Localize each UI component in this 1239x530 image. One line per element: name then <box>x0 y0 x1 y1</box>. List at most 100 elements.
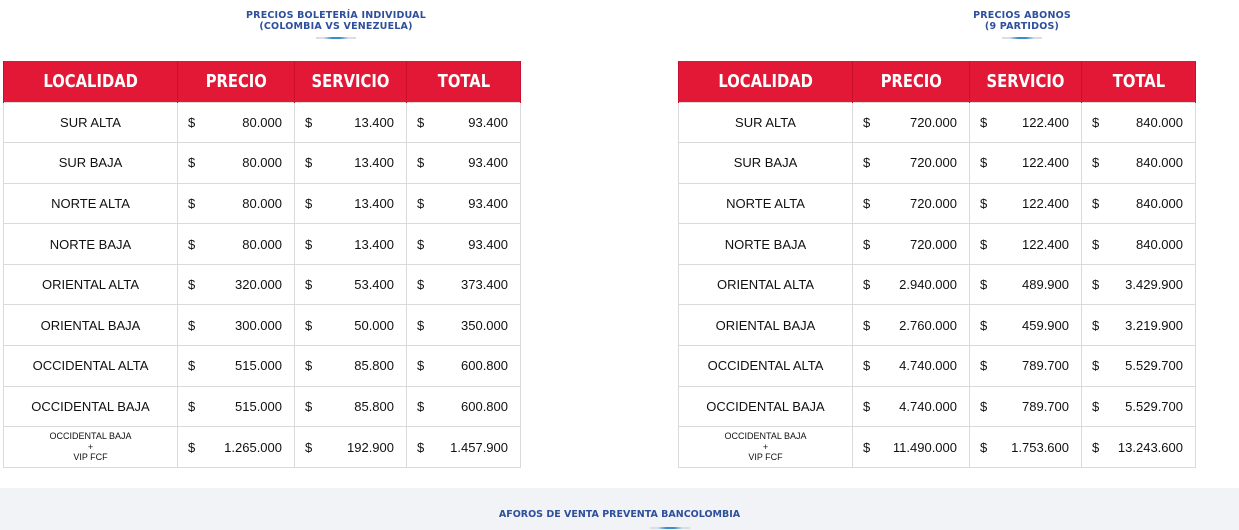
localidad-line: VIP FCF <box>73 452 108 463</box>
currency-symbol: $ <box>980 236 988 252</box>
table-row: NORTE BAJA $80.000 $13.400 $93.400 <box>3 223 521 265</box>
precio-value: 4.740.000 <box>899 398 957 414</box>
currency-symbol: $ <box>1092 236 1100 252</box>
currency-symbol: $ <box>1092 439 1100 455</box>
header-total: TOTAL <box>1081 61 1196 102</box>
table-row: NORTE ALTA $720.000 $122.400 $840.000 <box>678 182 1196 225</box>
cell-servicio: $85.800 <box>294 385 407 428</box>
servicio-value: 122.400 <box>1022 155 1069 171</box>
cell-precio: $80.000 <box>177 101 295 144</box>
cell-localidad: OCCIDENTAL BAJA <box>3 385 178 428</box>
servicio-value: 122.400 <box>1022 195 1069 211</box>
currency-symbol: $ <box>980 195 988 211</box>
individual-prices-title: PRECIOS BOLETERÍA INDIVIDUAL (COLOMBIA V… <box>3 10 669 39</box>
cell-precio: $720.000 <box>852 223 970 265</box>
cell-precio: $720.000 <box>852 142 970 184</box>
currency-symbol: $ <box>305 195 313 211</box>
cell-precio: $80.000 <box>177 223 295 265</box>
currency-symbol: $ <box>305 439 313 455</box>
cell-precio: $2.760.000 <box>852 304 970 347</box>
cell-servicio: $13.400 <box>294 142 407 184</box>
header-servicio: SERVICIO <box>294 61 407 102</box>
cell-precio: $720.000 <box>852 101 970 144</box>
cell-servicio: $13.400 <box>294 223 407 265</box>
precio-value: 2.940.000 <box>899 277 957 293</box>
currency-symbol: $ <box>305 398 313 414</box>
cell-servicio: $122.400 <box>969 101 1082 144</box>
precio-value: 80.000 <box>242 114 282 130</box>
cell-precio: $515.000 <box>177 345 295 387</box>
precio-value: 720.000 <box>910 155 957 171</box>
servicio-value: 122.400 <box>1022 114 1069 130</box>
total-value: 840.000 <box>1136 155 1183 171</box>
currency-symbol: $ <box>1092 114 1100 130</box>
currency-symbol: $ <box>417 277 425 293</box>
currency-symbol: $ <box>1092 358 1100 374</box>
precio-value: 1.265.000 <box>224 439 282 455</box>
cell-localidad: SUR ALTA <box>678 101 853 144</box>
cell-total: $5.529.700 <box>1081 345 1196 387</box>
total-value: 350.000 <box>461 317 508 333</box>
precio-value: 300.000 <box>235 317 282 333</box>
cell-localidad: NORTE BAJA <box>3 223 178 265</box>
currency-symbol: $ <box>188 195 196 211</box>
currency-symbol: $ <box>305 236 313 252</box>
currency-symbol: $ <box>980 439 988 455</box>
cell-localidad: NORTE BAJA <box>678 223 853 265</box>
table-row: OCCIDENTAL ALTA $4.740.000 $789.700 $5.529.… <box>678 345 1196 387</box>
table-row: SUR ALTA $80.000 $13.400 $93.400 <box>3 101 521 144</box>
currency-symbol: $ <box>863 236 871 252</box>
cell-localidad: OCCIDENTAL ALTA <box>3 345 178 387</box>
localidad-line: OCCIDENTAL BAJA <box>724 431 807 442</box>
cell-total: $350.000 <box>406 304 521 347</box>
cell-total: $93.400 <box>406 182 521 225</box>
cell-servicio: $85.800 <box>294 345 407 387</box>
cell-localidad: ORIENTAL BAJA <box>3 304 178 347</box>
localidad-line: + <box>87 441 94 452</box>
servicio-value: 489.900 <box>1022 277 1069 293</box>
header-localidad: LOCALIDAD <box>678 61 853 102</box>
cell-servicio: $13.400 <box>294 182 407 225</box>
cell-localidad: OCCIDENTAL ALTA <box>678 345 853 387</box>
currency-symbol: $ <box>1092 155 1100 171</box>
title-divider <box>316 37 356 39</box>
currency-symbol: $ <box>305 358 313 374</box>
currency-symbol: $ <box>980 317 988 333</box>
currency-symbol: $ <box>1092 317 1100 333</box>
cell-precio: $515.000 <box>177 385 295 428</box>
currency-symbol: $ <box>1092 398 1100 414</box>
aforos-title: AFOROS DE VENTA PREVENTA BANCOLOMBIA <box>498 509 741 520</box>
table-row: SUR BAJA $80.000 $13.400 $93.400 <box>3 142 521 184</box>
currency-symbol: $ <box>863 439 871 455</box>
cell-localidad: SUR ALTA <box>3 101 178 144</box>
currency-symbol: $ <box>305 277 313 293</box>
currency-symbol: $ <box>863 155 871 171</box>
total-value: 5.529.700 <box>1125 398 1183 414</box>
cell-localidad: OCCIDENTAL BAJA <box>678 385 853 428</box>
currency-symbol: $ <box>188 236 196 252</box>
currency-symbol: $ <box>188 277 196 293</box>
table-row: ORIENTAL ALTA $320.000 $53.400 $373.400 <box>3 263 521 306</box>
precio-value: 80.000 <box>242 155 282 171</box>
table-row: SUR BAJA $720.000 $122.400 $840.000 <box>678 142 1196 184</box>
cell-servicio: $13.400 <box>294 101 407 144</box>
total-value: 1.457.900 <box>450 439 508 455</box>
cell-precio: $80.000 <box>177 142 295 184</box>
cell-precio: $80.000 <box>177 182 295 225</box>
currency-symbol: $ <box>863 114 871 130</box>
precio-value: 80.000 <box>242 195 282 211</box>
total-value: 600.800 <box>461 358 508 374</box>
cell-total: $840.000 <box>1081 182 1196 225</box>
header-localidad: LOCALIDAD <box>3 61 178 102</box>
table-row: OCCIDENTAL BAJA $515.000 $85.800 $600.800 <box>3 385 521 428</box>
servicio-value: 13.400 <box>354 195 394 211</box>
abonos-title-line2: (9 PARTIDOS) <box>984 21 1060 32</box>
localidad-line: VIP FCF <box>748 452 783 463</box>
currency-symbol: $ <box>417 114 425 130</box>
table-row: ORIENTAL BAJA $2.760.000 $459.900 $3.219.90… <box>678 304 1196 347</box>
currency-symbol: $ <box>417 439 425 455</box>
cell-servicio: $789.700 <box>969 345 1082 387</box>
total-value: 93.400 <box>468 236 508 252</box>
currency-symbol: $ <box>980 277 988 293</box>
currency-symbol: $ <box>863 195 871 211</box>
